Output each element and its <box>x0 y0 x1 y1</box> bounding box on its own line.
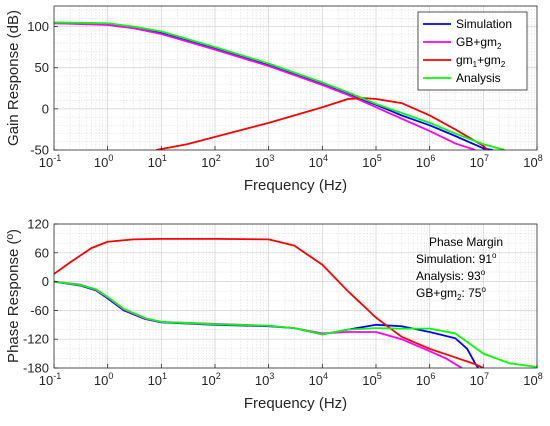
x-tick-label: 101 <box>148 153 167 170</box>
x-tick-label: 108 <box>523 371 542 388</box>
phase-x-axis-title: Frequency (Hz) <box>244 395 347 412</box>
phase-grid <box>54 224 537 368</box>
x-tick-label: 106 <box>416 153 435 170</box>
phase-margin-line: Simulation: 91o <box>416 251 497 266</box>
phase-axes-frame <box>53 223 538 369</box>
x-tick-label: 105 <box>362 153 381 170</box>
y-tick-label: -180 <box>23 361 49 376</box>
phase-margin-line: Analysis: 93o <box>416 268 486 283</box>
y-tick-label: 0 <box>42 101 49 116</box>
x-tick-label: 100 <box>94 371 113 388</box>
phase-margin-line: GB+gm2: 75o <box>416 285 486 302</box>
phase-series <box>54 237 537 368</box>
phase-response-chart: 10-1 100 101 102 103 104 105 106 107 108 120 60 0 -60… <box>5 217 543 413</box>
y-tick-label: 0 <box>42 274 49 289</box>
y-tick-label: 60 <box>35 245 49 260</box>
gain-series <box>54 21 505 150</box>
y-tick-label: 120 <box>27 217 49 232</box>
x-tick-label: 103 <box>255 371 274 388</box>
x-tick-label: 104 <box>309 371 328 388</box>
phase-margin-title: Phase Margin <box>429 235 503 249</box>
x-tick-label: 104 <box>309 153 328 170</box>
x-tick-label: 102 <box>201 371 220 388</box>
x-tick-label: 107 <box>470 371 489 388</box>
x-tick-label: 101 <box>148 371 167 388</box>
gain-line-gb_gm2 <box>54 22 476 150</box>
x-tick-label: 102 <box>201 153 220 170</box>
y-tick-label: -50 <box>30 143 49 158</box>
legend-label-simulation: Simulation <box>456 17 512 31</box>
x-tick-label: 103 <box>255 153 274 170</box>
x-tick-label: 105 <box>362 371 381 388</box>
gain-x-axis-title: Frequency (Hz) <box>244 177 347 194</box>
phase-plot-area <box>54 224 537 368</box>
x-tick-label: 10-1 <box>39 371 61 388</box>
x-tick-label: 100 <box>94 153 113 170</box>
gain-response-chart: 10-1 100 101 102 103 104 105 106 107 108 100 50 0 -50… <box>5 5 543 194</box>
y-tick-label: -60 <box>30 303 49 318</box>
phase-line-gm1_gm2 <box>54 237 484 368</box>
gain-line-analysis <box>54 21 505 150</box>
legend-box <box>417 11 528 91</box>
x-tick-label: 106 <box>416 371 435 388</box>
gain-y-axis-title: Gain Response (dB) <box>5 10 22 146</box>
phase-line-analysis <box>54 280 537 368</box>
legend-label-gb_gm2: GB+gm2 <box>456 35 502 51</box>
x-tick-label: 107 <box>470 153 489 170</box>
legend: Simulation GB+gm2 gm1+gm2 Analysis <box>417 11 528 91</box>
y-tick-label: 50 <box>35 60 49 75</box>
phase-margin-annotation: Phase Margin Simulation: 91o Analysis: 93o… <box>416 235 503 302</box>
y-tick-label: 100 <box>27 19 49 34</box>
gain-axes-frame <box>53 5 538 151</box>
y-tick-label: -120 <box>23 332 49 347</box>
phase-y-axis-title: Phase Response (º) <box>5 229 22 363</box>
legend-label-gm1_gm2: gm1+gm2 <box>456 53 506 69</box>
x-tick-label: 108 <box>523 153 542 170</box>
x-tick-label: 10-1 <box>39 153 61 170</box>
legend-label-analysis: Analysis <box>456 71 501 85</box>
